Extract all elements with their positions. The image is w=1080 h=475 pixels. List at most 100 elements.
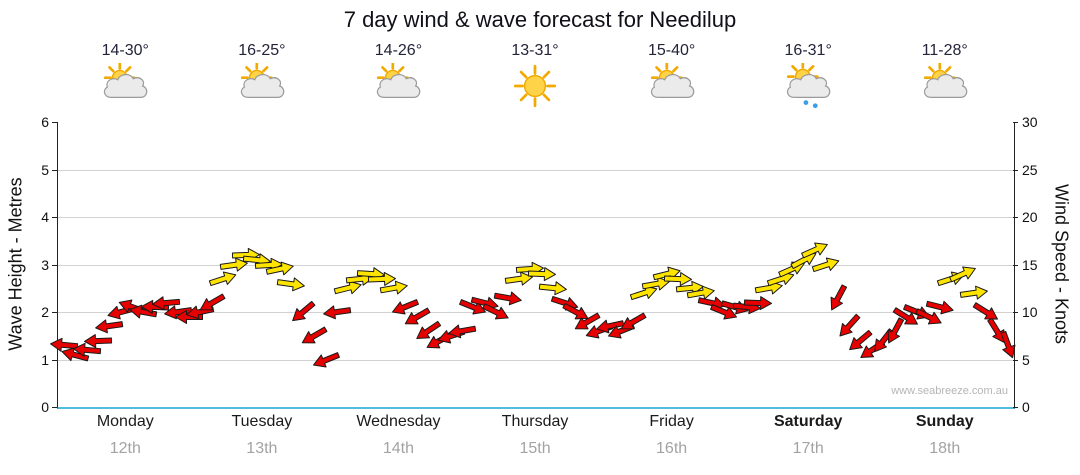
wind-arrow-monday-6kn: [72, 342, 101, 357]
wind-arrow-saturday-11kn: [743, 295, 772, 310]
day-label-saturday: Saturday: [773, 413, 843, 430]
day-names-row: Monday Tuesday Wednesday Thursday Friday Satu…: [57, 413, 1013, 431]
wind-arrow-saturday-7kn: [849, 329, 873, 350]
y-tick-right-20: 20: [1022, 209, 1038, 225]
wind-arrow-wednesday-10.5kn: [392, 299, 420, 315]
wind-arrow-thursday-12.5kn: [538, 281, 568, 296]
date-label-sunday: 18th: [929, 440, 961, 457]
wind-arrow-friday-9kn: [620, 312, 647, 329]
wind-arrow-saturday-11.5kn: [830, 284, 847, 311]
y-tickmark-left-2: [52, 312, 57, 313]
sun-icon: [467, 60, 604, 112]
wind-arrow-tuesday-7.5kn: [301, 326, 328, 344]
wind-arrow-tuesday-5kn: [312, 351, 340, 367]
wind-arrow-friday-12kn: [629, 285, 658, 301]
wind-arrow-tuesday-13kn: [277, 276, 306, 291]
wind-arrow-wednesday-9.5kn: [404, 307, 430, 325]
wind-arrow-monday-7kn: [83, 333, 112, 348]
y-tickmark-left-5: [52, 169, 57, 171]
wind-arrow-sunday-9.5kn: [892, 307, 918, 325]
sun-cloud-icon: [603, 60, 740, 112]
day-label-tuesday: Tuesday: [231, 413, 293, 430]
wind-arrow-friday-13.5kn: [664, 271, 693, 286]
temp-label-friday: 15-40°: [647, 42, 696, 59]
wind-arrow-sunday-14kn: [948, 266, 976, 283]
wind-arrow-tuesday-10kn: [291, 300, 316, 322]
sun-cloud-icon: [57, 60, 194, 112]
wind-arrow-wednesday-8kn: [416, 320, 441, 340]
temp-label-monday: 14-30°: [101, 42, 149, 59]
y-tickmark-right-25: [1013, 169, 1018, 171]
date-label-thursday: 15th: [519, 440, 551, 457]
wind-arrow-tuesday-11kn: [199, 293, 226, 310]
y-tickmark-right-15: [1013, 264, 1018, 266]
wind-arrow-thursday-14kn: [527, 267, 556, 282]
day-label-monday: Monday: [96, 413, 154, 430]
y-tickmark-right-0: [1013, 407, 1018, 408]
wind-arrow-monday-6.5kn: [49, 338, 78, 353]
y-tickmark-right-20: [1013, 217, 1018, 218]
chart-title: 7 day wind & wave forecast for Needilup: [343, 7, 737, 32]
y-tick-right-10: 10: [1022, 304, 1038, 320]
plot-area: www.seabreeze.com.au: [49, 122, 1016, 409]
y-tick-left-4: 4: [41, 209, 49, 225]
wind-arrow-thursday-10.5kn: [459, 299, 487, 315]
date-label-friday: 16th: [656, 440, 688, 457]
y-tick-right-5: 5: [1022, 351, 1030, 368]
wind-arrow-friday-13kn: [641, 276, 670, 290]
wind-arrow-tuesday-13.5kn: [208, 271, 237, 286]
y-tickmark-right-5: [1013, 359, 1018, 361]
y-tick-right-25: 25: [1022, 161, 1038, 178]
wind-arrow-wednesday-13.5kn: [368, 271, 397, 286]
date-label-saturday: 17th: [792, 440, 824, 457]
day-label-sunday: Sunday: [915, 413, 974, 430]
temp-label-wednesday: 14-26°: [374, 42, 423, 59]
day-dates-row: 12th 13th 14th 15th 16th 17th 18th: [57, 440, 1013, 458]
wind-arrow-monday-10kn: [129, 304, 158, 319]
day-label-friday: Friday: [649, 413, 694, 430]
y-tick-right-30: 30: [1022, 114, 1038, 130]
temp-label-thursday: 13-31°: [511, 42, 559, 59]
temp-label-saturday: 16-31°: [784, 42, 832, 59]
wind-arrow-saturday-8.5kn: [839, 314, 861, 337]
sun-cloud-icon: [330, 60, 467, 112]
wind-arrow-monday-10kn: [163, 305, 192, 320]
temps-row: 14-30° 16-25° 14-26° 13-31° 15-40° 16-31° 11-2…: [57, 42, 1013, 60]
y-tick-left-6: 6: [41, 114, 49, 130]
wind-arrow-monday-8.5kn: [95, 319, 124, 334]
wind-arrow-saturday-15kn: [812, 257, 840, 272]
icons-row: [57, 60, 1013, 112]
wind-arrow-sunday-6.5kn: [1000, 331, 1016, 359]
wind-arrow-wednesday-8kn: [448, 324, 477, 339]
wind-arrow-monday-11kn: [152, 295, 181, 310]
y-tick-left-1: 1: [41, 351, 49, 368]
temp-label-tuesday: 16-25°: [238, 42, 286, 59]
y-tick-right-0: 0: [1022, 399, 1030, 415]
sun-cloud-icon: [876, 60, 1013, 112]
wind-arrow-thursday-11.5kn: [493, 291, 522, 306]
date-label-wednesday: 14th: [382, 440, 415, 457]
wind-arrow-thursday-10kn: [482, 303, 509, 320]
wind-arrow-sunday-8kn: [987, 317, 1005, 343]
y-tick-left-2: 2: [41, 304, 49, 320]
wind-arrow-wednesday-10kn: [322, 305, 352, 320]
wind-arrow-thursday-9kn: [574, 312, 601, 329]
wind-arrow-friday-12kn: [686, 285, 715, 300]
gridline-2m: [58, 312, 1014, 313]
day-label-thursday: Thursday: [501, 413, 569, 430]
day-label-wednesday: Wednesday: [356, 413, 441, 430]
temp-label-sunday: 11-28°: [921, 42, 968, 59]
sun-cloud-icon: [194, 60, 331, 112]
wind-arrow-sunday-8kn: [887, 317, 904, 344]
y-tickmark-right-10: [1013, 312, 1018, 313]
y-tick-left-3: 3: [41, 256, 49, 273]
y-tickmark-left-4: [52, 217, 57, 218]
y-tick-left-5: 5: [41, 161, 49, 178]
wind-arrow-saturday-16.5kn: [800, 242, 828, 259]
y-tickmark-left-3: [52, 264, 57, 266]
date-label-monday: 12th: [109, 440, 141, 457]
wind-arrow-sunday-12kn: [959, 285, 989, 300]
y-tick-left-0: 0: [41, 399, 49, 415]
wind-arrow-tuesday-14.5kn: [265, 261, 294, 276]
